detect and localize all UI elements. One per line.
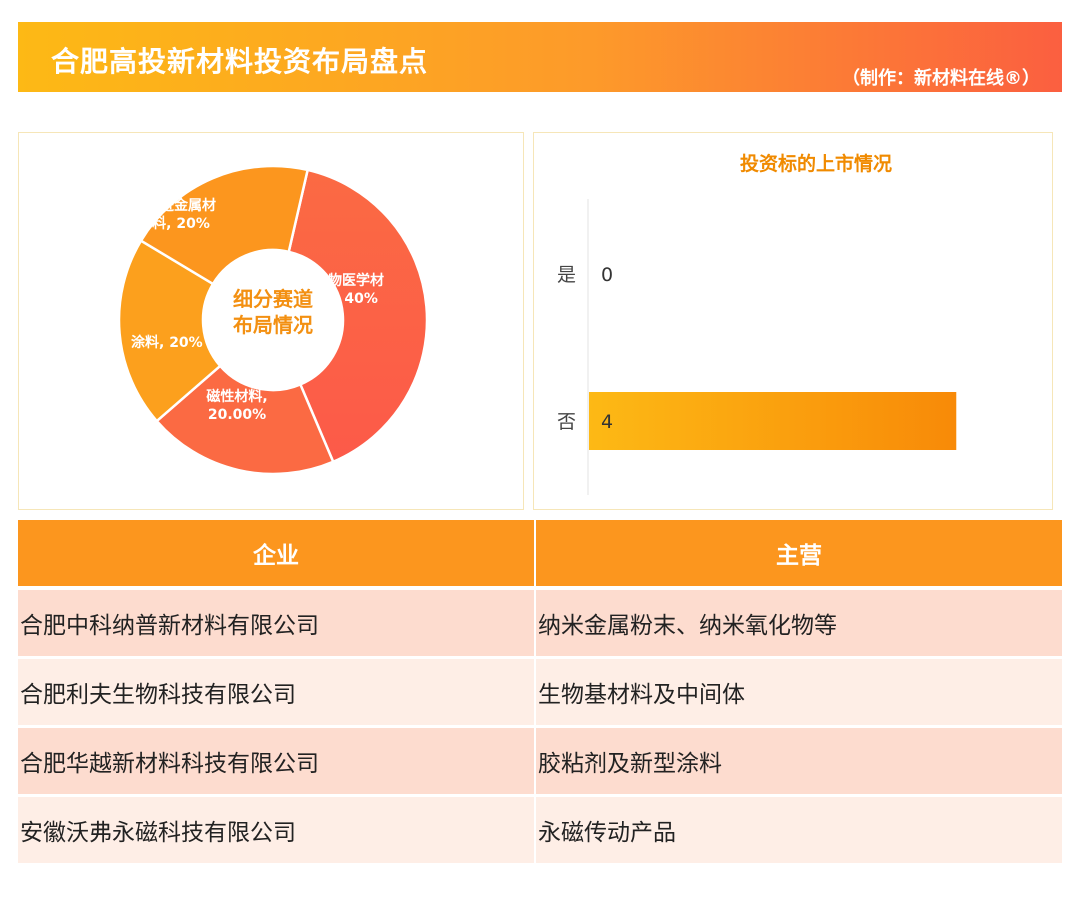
table-row: 安徽沃弗永磁科技有限公司 永磁传动产品 [18,797,1062,866]
slice-label: 先进金属材料, 20% [146,197,216,232]
table-row: 合肥华越新材料科技有限公司 胶粘剂及新型涂料 [18,728,1062,797]
table-header-row: 企业 主营 [18,520,1062,590]
table-row: 合肥利夫生物科技有限公司 生物基材料及中间体 [18,659,1062,728]
donut-slice [287,168,429,464]
company-cell: 安徽沃弗永磁科技有限公司 [18,797,534,866]
page-title: 合肥高投新材料投资布局盘点 [51,45,429,78]
credit-text: （制作：新材料在线®） [842,68,1040,89]
investment-table: 企业 主营 合肥中科纳普新材料有限公司 纳米金属粉末、纳米氧化物等 合肥利夫生物… [18,520,1062,866]
donut-slice [139,164,310,286]
business-cell: 生物基材料及中间体 [534,659,1062,728]
company-cell: 合肥利夫生物科技有限公司 [18,659,534,728]
bar-category-label: 是 [557,264,576,286]
slice-label: 涂料, 20% [131,334,203,351]
slice-label: 生物医学材料, 40% [314,272,384,307]
donut-center-title: 细分赛道布局情况 [233,287,313,337]
business-cell: 纳米金属粉末、纳米氧化物等 [534,590,1062,659]
bar-chart-panel: 投资标的上市情况 是 0 否 4 [533,132,1053,510]
company-cell: 合肥中科纳普新材料有限公司 [18,590,534,659]
donut-chart-panel: 生物医学材料, 40% 磁性材料, 20.00% 涂料, 20% 先进金属材料, 20%… [18,132,524,510]
donut-slice [117,238,222,423]
bar-chart: 投资标的上市情况 是 0 否 4 [557,152,957,495]
bar-value-label: 0 [601,264,613,286]
bar-mark [589,392,957,450]
business-cell: 胶粘剂及新型涂料 [534,728,1062,797]
donut-slice [155,364,335,476]
header-banner: 合肥高投新材料投资布局盘点 （制作：新材料在线®） [18,22,1062,92]
bar-category-label: 否 [557,411,576,433]
company-cell: 合肥华越新材料科技有限公司 [18,728,534,797]
bar-value-label: 4 [601,411,613,433]
column-header-company: 企业 [18,520,534,590]
donut-chart: 生物医学材料, 40% 磁性材料, 20.00% 涂料, 20% 先进金属材料, 20%… [117,164,429,476]
business-cell: 永磁传动产品 [534,797,1062,866]
table-row: 合肥中科纳普新材料有限公司 纳米金属粉末、纳米氧化物等 [18,590,1062,659]
slice-label: 磁性材料, 20.00% [206,388,267,423]
column-header-business: 主营 [534,520,1062,590]
bar-chart-title: 投资标的上市情况 [740,152,892,175]
